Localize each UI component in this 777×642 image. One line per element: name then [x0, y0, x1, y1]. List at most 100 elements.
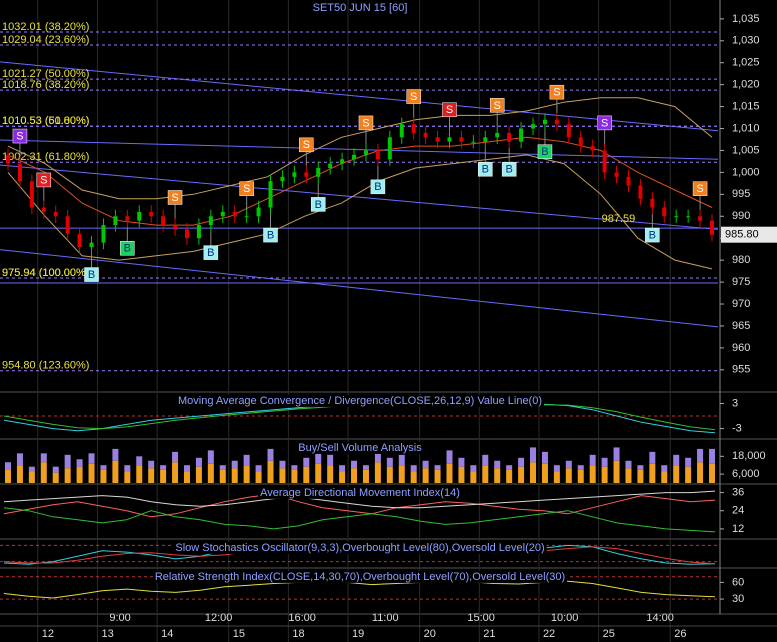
chart-title: SET50 JUN 15 [60] [313, 2, 408, 14]
y-tick-label: 1,015 [732, 101, 760, 113]
y-tick-label: 965 [732, 320, 750, 332]
volume-bar [458, 466, 465, 483]
signal-box [299, 137, 314, 153]
y-tick-label: 1,035 [732, 13, 760, 25]
signal-box [310, 197, 326, 212]
panel-title-bg [175, 394, 545, 407]
candle-body [459, 137, 464, 142]
volume-bar [100, 465, 107, 470]
volume-bar [112, 460, 119, 483]
volume-bar [601, 457, 608, 467]
candle-body [375, 150, 380, 160]
signal-box [120, 240, 135, 256]
volume-bar [613, 460, 620, 483]
candle-body [363, 150, 368, 155]
candle-body [208, 216, 213, 226]
volume-bar [172, 451, 179, 463]
volume-bar [327, 465, 334, 483]
y-tick-label: 3 [732, 397, 738, 409]
signal-box [370, 179, 386, 195]
volume-bar [410, 471, 417, 483]
volume-bar [362, 465, 369, 470]
volume-bar [315, 463, 322, 483]
y-tick-label: 990 [732, 210, 750, 222]
indicator-line [3, 580, 716, 599]
x-time-label: 12:00 [205, 612, 233, 624]
volume-bar [172, 462, 179, 483]
volume-bar [553, 471, 560, 483]
panel-title-bg [152, 570, 568, 583]
y-tick-label: 970 [732, 298, 750, 310]
volume-bar [88, 463, 95, 483]
x-date-label: 22 [543, 628, 555, 640]
candle-body [268, 181, 273, 208]
volume-bar [207, 463, 214, 483]
candle-body [89, 242, 94, 247]
signal-label: S [446, 104, 453, 116]
trendline [0, 249, 719, 328]
volume-bar [518, 466, 525, 483]
fib-label: 954.80 (123.60%) [2, 360, 89, 372]
signal-label: B [541, 146, 548, 158]
y-tick-label: 12 [732, 523, 744, 535]
volume-bar [649, 463, 656, 483]
candle-body [531, 124, 536, 129]
candle-body [352, 154, 357, 160]
signal-box [692, 181, 708, 196]
fib-label: 1010.53 (61.80%) [2, 115, 89, 127]
panel-title: Moving Average Convergence / Divergence(… [178, 395, 542, 407]
indicator-line [3, 493, 716, 518]
volume-bar [195, 457, 202, 467]
volume-bar [40, 462, 47, 483]
volume-bar [518, 457, 525, 467]
candle-body [53, 211, 58, 217]
volume-bar [219, 469, 226, 483]
volume-bar [219, 465, 226, 470]
panel-title-bg [258, 486, 462, 499]
volume-bar [685, 466, 692, 483]
x-date-label: 21 [483, 628, 495, 640]
y-tick-label: 18,000 [732, 450, 766, 462]
volume-bar [267, 448, 274, 461]
volume-bar [613, 447, 620, 461]
candle-body [220, 211, 225, 217]
signal-label: B [649, 229, 656, 241]
volume-bar [243, 465, 250, 483]
panel-title: Relative Strength Index(CLOSE,14,30,70),… [155, 571, 565, 583]
signal-label: B [315, 199, 322, 211]
signal-label: S [362, 117, 369, 129]
volume-bar [589, 465, 596, 483]
y-tick-label: 995 [732, 188, 750, 200]
trendline [0, 139, 719, 160]
volume-bar [625, 460, 632, 469]
signal-box [645, 227, 660, 243]
x-date-label: 19 [352, 628, 364, 640]
candle-body [710, 220, 714, 235]
volume-bar [506, 469, 513, 483]
volume-bar [410, 465, 417, 472]
signal-label: S [40, 174, 47, 186]
volume-bar [482, 465, 489, 483]
indicator-line [3, 507, 716, 533]
volume-bar [470, 465, 477, 472]
volume-bar [303, 466, 310, 483]
candle-body [590, 146, 595, 151]
candle-body [280, 176, 285, 182]
candle-body [316, 168, 321, 177]
y-tick-label: 955 [732, 364, 750, 376]
y-tick-label: 60 [732, 576, 744, 588]
y-tick-label: 30 [732, 593, 744, 605]
indicator-line [3, 490, 716, 509]
signal-label: S [303, 139, 310, 151]
volume-bar [649, 451, 656, 464]
volume-bar [231, 460, 238, 469]
candle-body [387, 137, 392, 160]
signal-box [501, 162, 517, 177]
candle-body [638, 185, 643, 199]
fib-label: 1010.53 (50.00%) [2, 115, 89, 127]
volume-bar [446, 450, 453, 464]
volume-bar [553, 465, 560, 472]
candle-body [77, 233, 82, 247]
